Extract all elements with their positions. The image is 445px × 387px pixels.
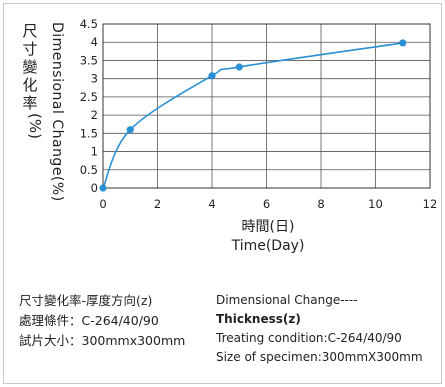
y-tick-label: 0.5 — [80, 163, 98, 177]
y-tick-label: 4.5 — [80, 17, 98, 31]
y-label-char: 率 — [22, 94, 37, 112]
y-tick-label: 2.5 — [80, 90, 98, 104]
y-tick-label: 0 — [91, 181, 98, 195]
y-tick-label: 3 — [91, 72, 98, 86]
caption-english-line-2: Thickness(z) — [216, 312, 301, 326]
x-tick-label: 0 — [99, 197, 106, 211]
caption-chinese: 尺寸變化率-厚度方向(z) 處理條件：C-264/40/90 試片大小：300m… — [19, 291, 185, 351]
x-tick-label: 2 — [154, 197, 161, 211]
caption-english: Dimensional Change---- Thickness(z) Trea… — [216, 291, 423, 367]
x-axis-label-english: Time(Day) — [231, 238, 305, 254]
caption-english-line-3: Treating condition:C-264/40/90 — [216, 331, 402, 345]
y-tick-label: 2 — [91, 108, 98, 122]
data-point — [99, 184, 107, 192]
series-points — [99, 39, 407, 192]
data-point — [399, 39, 407, 47]
y-axis-label-english: Dimensional Change(%) — [49, 22, 65, 202]
y-axis-label-chinese: 尺寸變化率 — [22, 22, 37, 112]
chart-grid — [102, 23, 431, 189]
x-axis-label-chinese: 時間(日) — [242, 219, 295, 235]
caption-chinese-line-3: 試片大小：300mmx300mm — [19, 333, 186, 348]
caption-chinese-line-1: 尺寸變化率-厚度方向(z) — [19, 293, 153, 308]
caption-english-line-4: Size of specimen:300mmX300mm — [216, 350, 423, 364]
x-tick-label: 6 — [263, 197, 270, 211]
y-tick-label: 1.5 — [80, 126, 98, 140]
y-label-char: 尺 — [22, 22, 37, 40]
caption-english-line-1: Dimensional Change---- — [216, 293, 358, 307]
x-tick-label: 8 — [317, 197, 324, 211]
x-tick-label: 12 — [423, 197, 438, 211]
y-axis-label-unit: (%) — [26, 113, 44, 139]
y-label-char: 變 — [22, 58, 37, 76]
x-tick-label: 10 — [368, 197, 383, 211]
figure-frame — [3, 3, 442, 384]
x-tick-label: 4 — [208, 197, 215, 211]
y-label-char: 化 — [22, 76, 37, 94]
caption-chinese-line-2: 處理條件：C-264/40/90 — [19, 313, 159, 328]
dimensional-change-chart: 0 0.5 1 1.5 2 2.5 3 3.5 4 4.5 0 2 4 6 8 10 12 尺寸變化率 (%)… — [22, 17, 437, 254]
y-tick-label: 1 — [91, 145, 98, 159]
data-point — [208, 72, 216, 80]
y-label-char: 寸 — [22, 40, 37, 58]
y-tick-label: 4 — [91, 35, 98, 49]
plot-area — [102, 23, 431, 189]
y-tick-label: 3.5 — [80, 53, 98, 67]
data-point — [126, 126, 134, 134]
data-point — [235, 63, 243, 71]
y-axis-ticks: 0 0.5 1 1.5 2 2.5 3 3.5 4 4.5 — [80, 17, 98, 195]
x-axis-ticks: 0 2 4 6 8 10 12 — [99, 197, 437, 211]
